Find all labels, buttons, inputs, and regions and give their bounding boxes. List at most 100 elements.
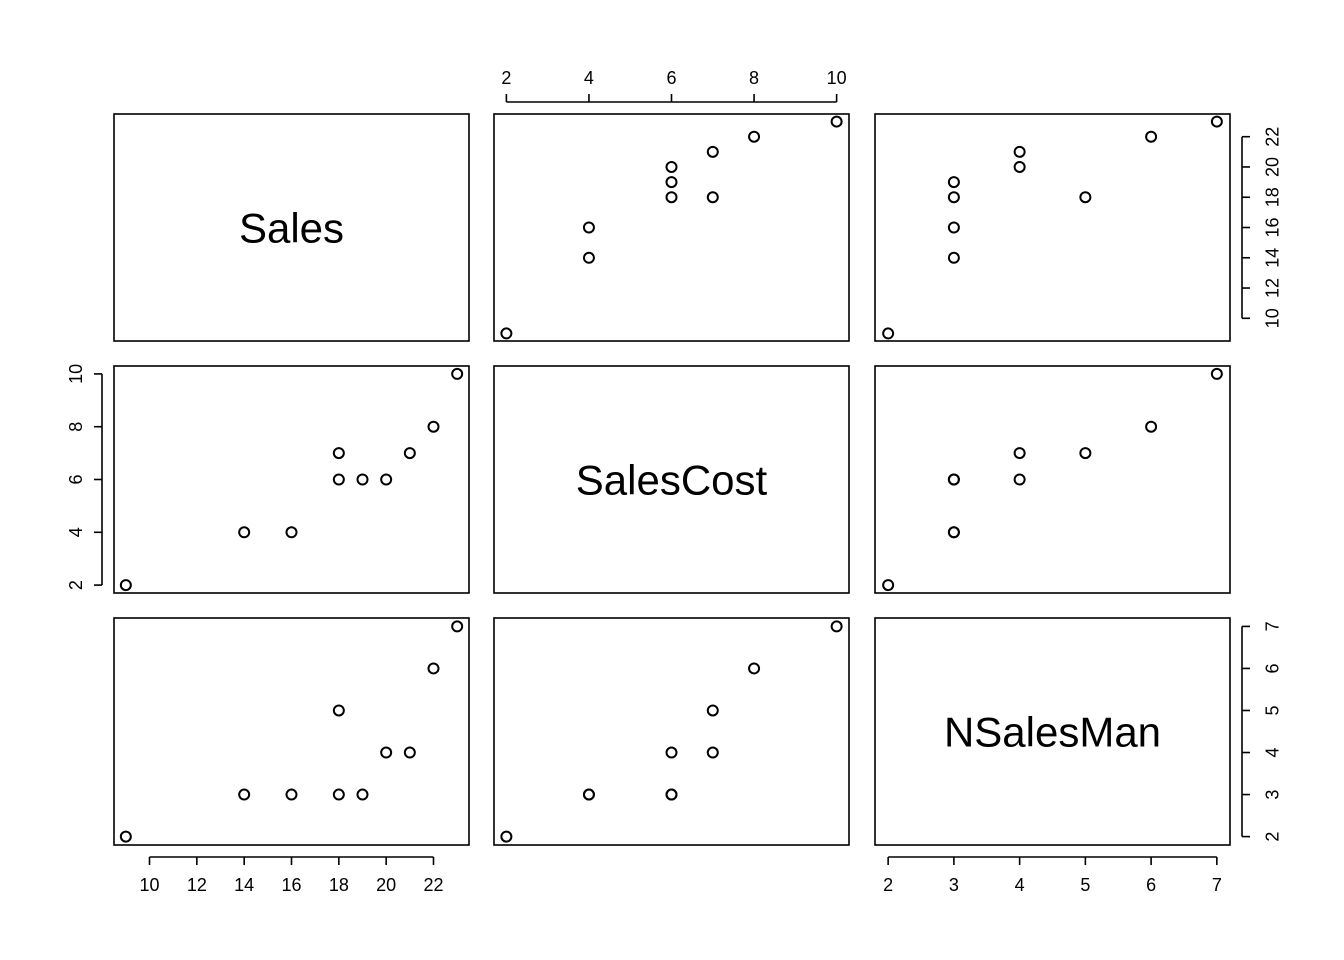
point-Sales-vs-SalesCost-8 (748, 130, 761, 143)
point-Sales-vs-SalesCost-1 (582, 251, 595, 264)
point-SalesCost-vs-Sales-7 (403, 447, 416, 460)
point-Sales-vs-NSalesMan-7 (1013, 145, 1026, 158)
point-Sales-vs-NSalesMan-6 (1013, 160, 1026, 173)
panel-frame-SalesCost-vs-SalesCost (493, 365, 850, 594)
diagonal-label-NSalesMan: NSalesMan (944, 709, 1161, 756)
y-tick-label-left-SalesCost-6: 6 (66, 474, 86, 484)
y-tick-label-right-NSalesMan-4: 4 (1263, 748, 1283, 758)
panel-frame-Sales-vs-SalesCost (493, 113, 850, 342)
x-tick-label-bottom-Sales-20: 20 (376, 875, 396, 895)
point-SalesCost-vs-Sales-8 (427, 420, 440, 433)
point-NSalesMan-vs-Sales-5 (356, 788, 369, 801)
point-Sales-vs-NSalesMan-3 (1079, 191, 1092, 204)
point-Sales-vs-NSalesMan-8 (1145, 130, 1158, 143)
y-tick-label-right-Sales-16: 16 (1263, 217, 1283, 237)
y-tick-label-left-SalesCost-8: 8 (66, 422, 86, 432)
point-Sales-vs-SalesCost-7 (706, 145, 719, 158)
x-tick-label-bottom-Sales-22: 22 (423, 875, 443, 895)
point-SalesCost-vs-NSalesMan-5 (947, 473, 960, 486)
point-SalesCost-vs-Sales-0 (119, 579, 132, 592)
x-tick-label-bottom-NSalesMan-7: 7 (1212, 875, 1222, 895)
y-tick-label-left-SalesCost-2: 2 (66, 580, 86, 590)
panel-frame-NSalesMan-vs-SalesCost (493, 617, 850, 846)
point-SalesCost-vs-Sales-6 (380, 473, 393, 486)
point-Sales-vs-NSalesMan-0 (882, 327, 895, 340)
point-Sales-vs-SalesCost-3 (706, 191, 719, 204)
point-SalesCost-vs-Sales-1 (238, 526, 251, 539)
point-SalesCost-vs-Sales-9 (451, 367, 464, 380)
point-NSalesMan-vs-Sales-8 (427, 662, 440, 675)
x-tick-label-bottom-Sales-14: 14 (234, 875, 254, 895)
y-tick-label-right-NSalesMan-6: 6 (1263, 663, 1283, 673)
point-NSalesMan-vs-SalesCost-6 (665, 746, 678, 759)
point-NSalesMan-vs-Sales-2 (285, 788, 298, 801)
y-tick-label-right-NSalesMan-2: 2 (1263, 832, 1283, 842)
y-tick-label-right-Sales-20: 20 (1263, 157, 1283, 177)
point-NSalesMan-vs-Sales-9 (451, 620, 464, 633)
point-Sales-vs-SalesCost-2 (582, 221, 595, 234)
point-NSalesMan-vs-Sales-0 (119, 830, 132, 843)
point-NSalesMan-vs-SalesCost-5 (665, 788, 678, 801)
x-tick-label-top-SalesCost-10: 10 (827, 68, 847, 88)
point-SalesCost-vs-NSalesMan-7 (1013, 447, 1026, 460)
point-NSalesMan-vs-SalesCost-8 (748, 662, 761, 675)
x-tick-label-bottom-NSalesMan-2: 2 (883, 875, 893, 895)
diagonal-label-SalesCost: SalesCost (576, 457, 768, 504)
point-NSalesMan-vs-Sales-4 (332, 788, 345, 801)
point-NSalesMan-vs-SalesCost-0 (500, 830, 513, 843)
point-Sales-vs-SalesCost-6 (665, 160, 678, 173)
y-tick-label-left-SalesCost-4: 4 (66, 527, 86, 537)
point-SalesCost-vs-NSalesMan-6 (1013, 473, 1026, 486)
x-tick-label-bottom-NSalesMan-6: 6 (1146, 875, 1156, 895)
y-tick-label-right-Sales-12: 12 (1263, 278, 1283, 298)
panel-frame-SalesCost-vs-Sales (113, 365, 470, 594)
point-Sales-vs-SalesCost-9 (830, 115, 843, 128)
point-SalesCost-vs-NSalesMan-3 (1079, 447, 1092, 460)
x-tick-label-bottom-NSalesMan-4: 4 (1015, 875, 1025, 895)
point-Sales-vs-SalesCost-5 (665, 176, 678, 189)
y-tick-label-left-SalesCost-10: 10 (66, 364, 86, 384)
point-Sales-vs-SalesCost-0 (500, 327, 513, 340)
point-SalesCost-vs-Sales-5 (356, 473, 369, 486)
point-Sales-vs-NSalesMan-1 (947, 251, 960, 264)
y-tick-label-right-NSalesMan-5: 5 (1263, 705, 1283, 715)
x-tick-label-bottom-NSalesMan-5: 5 (1080, 875, 1090, 895)
x-tick-label-top-SalesCost-4: 4 (584, 68, 594, 88)
point-SalesCost-vs-Sales-2 (285, 526, 298, 539)
panel-frame-Sales-vs-NSalesMan (874, 113, 1231, 342)
x-tick-label-bottom-Sales-12: 12 (187, 875, 207, 895)
x-tick-label-bottom-Sales-10: 10 (139, 875, 159, 895)
x-tick-label-bottom-Sales-16: 16 (281, 875, 301, 895)
point-NSalesMan-vs-Sales-3 (332, 704, 345, 717)
point-NSalesMan-vs-SalesCost-3 (706, 704, 719, 717)
point-Sales-vs-NSalesMan-5 (947, 176, 960, 189)
point-Sales-vs-NSalesMan-9 (1210, 115, 1223, 128)
point-SalesCost-vs-NSalesMan-9 (1210, 367, 1223, 380)
y-tick-label-right-Sales-14: 14 (1263, 248, 1283, 268)
panel-frame-NSalesMan-vs-Sales (113, 617, 470, 846)
x-tick-label-bottom-NSalesMan-3: 3 (949, 875, 959, 895)
point-Sales-vs-NSalesMan-4 (947, 191, 960, 204)
x-tick-label-top-SalesCost-6: 6 (666, 68, 676, 88)
point-NSalesMan-vs-SalesCost-7 (706, 746, 719, 759)
point-SalesCost-vs-NSalesMan-8 (1145, 420, 1158, 433)
x-tick-label-top-SalesCost-2: 2 (501, 68, 511, 88)
point-NSalesMan-vs-SalesCost-2 (582, 788, 595, 801)
y-tick-label-right-Sales-18: 18 (1263, 187, 1283, 207)
point-SalesCost-vs-NSalesMan-0 (882, 579, 895, 592)
panel-frame-SalesCost-vs-NSalesMan (874, 365, 1231, 594)
y-tick-label-right-Sales-22: 22 (1263, 127, 1283, 147)
point-SalesCost-vs-Sales-4 (332, 473, 345, 486)
diagonal-label-Sales: Sales (239, 205, 344, 252)
x-tick-label-bottom-Sales-18: 18 (329, 875, 349, 895)
point-Sales-vs-SalesCost-4 (665, 191, 678, 204)
y-tick-label-right-NSalesMan-7: 7 (1263, 621, 1283, 631)
point-SalesCost-vs-Sales-3 (332, 447, 345, 460)
point-NSalesMan-vs-SalesCost-9 (830, 620, 843, 633)
y-tick-label-right-Sales-10: 10 (1263, 308, 1283, 328)
point-NSalesMan-vs-Sales-1 (238, 788, 251, 801)
panel-frame-Sales-vs-Sales (113, 113, 470, 342)
point-Sales-vs-NSalesMan-2 (947, 221, 960, 234)
point-NSalesMan-vs-Sales-7 (403, 746, 416, 759)
